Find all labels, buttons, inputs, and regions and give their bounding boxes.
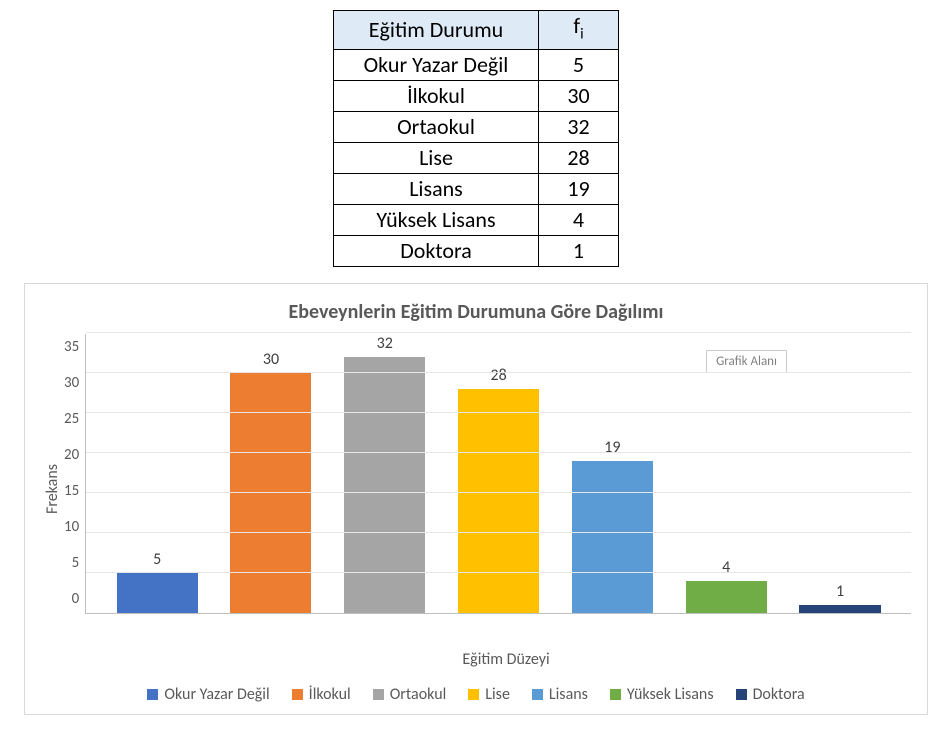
legend-item: Lisans [532, 685, 588, 704]
table-row: İlkokul30 [334, 81, 619, 112]
grid-line [86, 492, 911, 493]
bar [572, 461, 653, 613]
table-cell-value: 32 [539, 112, 619, 143]
grid-line [86, 332, 911, 333]
grid-line [86, 572, 911, 573]
bar-value-label: 1 [836, 582, 844, 601]
bar [686, 581, 767, 613]
plot-area: 5 30 32 28 19 4 1 [85, 334, 911, 614]
legend-swatch [736, 689, 747, 700]
table-cell-category: İlkokul [334, 81, 539, 112]
x-axis-label: Eğitim Düzeyi [41, 650, 911, 669]
table-body: Okur Yazar Değil5İlkokul30Ortaokul32Lise… [334, 50, 619, 267]
table-cell-value: 1 [539, 236, 619, 267]
table-cell-value: 28 [539, 143, 619, 174]
legend-swatch [373, 689, 384, 700]
grid-line [86, 412, 911, 413]
table-cell-category: Lisans [334, 174, 539, 205]
bar-value-label: 5 [153, 550, 161, 569]
bar-chart-container: Ebeveynlerin Eğitim Durumuna Göre Dağılı… [24, 283, 928, 715]
table-cell-category: Yüksek Lisans [334, 205, 539, 236]
bar [458, 389, 539, 613]
table-row: Ortaokul32 [334, 112, 619, 143]
bar-value-label: 4 [722, 558, 730, 577]
table-cell-category: Okur Yazar Değil [334, 50, 539, 81]
y-tick: 0 [72, 590, 80, 608]
legend-label: Ortaokul [390, 685, 447, 704]
legend-label: Lisans [549, 685, 588, 704]
y-tick: 20 [64, 446, 79, 464]
legend-label: Doktora [753, 685, 805, 704]
table-row: Lisans19 [334, 174, 619, 205]
table-cell-category: Lise [334, 143, 539, 174]
chart-title: Ebeveynlerin Eğitim Durumuna Göre Dağılı… [41, 300, 911, 324]
table-cell-value: 5 [539, 50, 619, 81]
freq-subscript: i [580, 24, 584, 43]
legend-item: Okur Yazar Değil [147, 685, 269, 704]
frequency-table: Eğitim Durumu fi Okur Yazar Değil5İlkoku… [333, 10, 619, 267]
frequency-table-container: Eğitim Durumu fi Okur Yazar Değil5İlkoku… [8, 10, 944, 267]
legend-item: Lise [468, 685, 510, 704]
legend-swatch [468, 689, 479, 700]
bar-slot: 28 [447, 366, 551, 613]
legend-label: İlkokul [309, 685, 351, 704]
bar-slot: 19 [560, 438, 664, 613]
table-cell-value: 19 [539, 174, 619, 205]
bar-slot: 5 [105, 550, 209, 613]
legend-item: Ortaokul [373, 685, 447, 704]
table-row: Lise28 [334, 143, 619, 174]
table-header-frequency: fi [539, 11, 619, 50]
legend-label: Lise [485, 685, 510, 704]
bar-slot: 1 [788, 582, 892, 613]
bar-value-label: 30 [263, 350, 279, 369]
legend-item: İlkokul [292, 685, 351, 704]
y-axis-ticks: 35 30 25 20 15 10 5 0 [64, 338, 85, 608]
y-tick: 10 [64, 518, 79, 536]
y-tick: 30 [64, 374, 79, 392]
legend-label: Okur Yazar Değil [164, 685, 269, 704]
legend-swatch [147, 689, 158, 700]
bar [117, 573, 198, 613]
legend-swatch [610, 689, 621, 700]
legend: Okur Yazar Değil İlkokul Ortaokul Lise Lisan… [41, 679, 911, 706]
grid-line [86, 452, 911, 453]
table-cell-category: Doktora [334, 236, 539, 267]
grid-line [86, 372, 911, 373]
bar [799, 605, 880, 613]
table-row: Doktora1 [334, 236, 619, 267]
table-row: Okur Yazar Değil5 [334, 50, 619, 81]
y-tick: 5 [72, 554, 80, 572]
plot-row: Frekans 35 30 25 20 15 10 5 0 5 30 32 28 19 4 1 [41, 334, 911, 644]
table-cell-value: 30 [539, 81, 619, 112]
y-tick: 35 [64, 338, 79, 356]
table-row: Yüksek Lisans4 [334, 205, 619, 236]
bar-slot: 4 [674, 558, 778, 613]
y-axis-label: Frekans [41, 334, 64, 644]
legend-label: Yüksek Lisans [627, 685, 714, 704]
legend-swatch [532, 689, 543, 700]
table-header-row: Eğitim Durumu fi [334, 11, 619, 50]
table-header-category: Eğitim Durumu [334, 11, 539, 50]
bar-value-label: 32 [377, 334, 393, 353]
y-tick: 15 [64, 482, 79, 500]
table-cell-value: 4 [539, 205, 619, 236]
bar [344, 357, 425, 613]
table-cell-category: Ortaokul [334, 112, 539, 143]
bar-value-label: 28 [490, 366, 506, 385]
bar [230, 373, 311, 613]
bar-value-label: 19 [604, 438, 620, 457]
y-tick: 25 [64, 410, 79, 428]
bar-slot: 30 [219, 350, 323, 613]
grid-line [86, 532, 911, 533]
legend-item: Yüksek Lisans [610, 685, 714, 704]
legend-swatch [292, 689, 303, 700]
legend-item: Doktora [736, 685, 805, 704]
